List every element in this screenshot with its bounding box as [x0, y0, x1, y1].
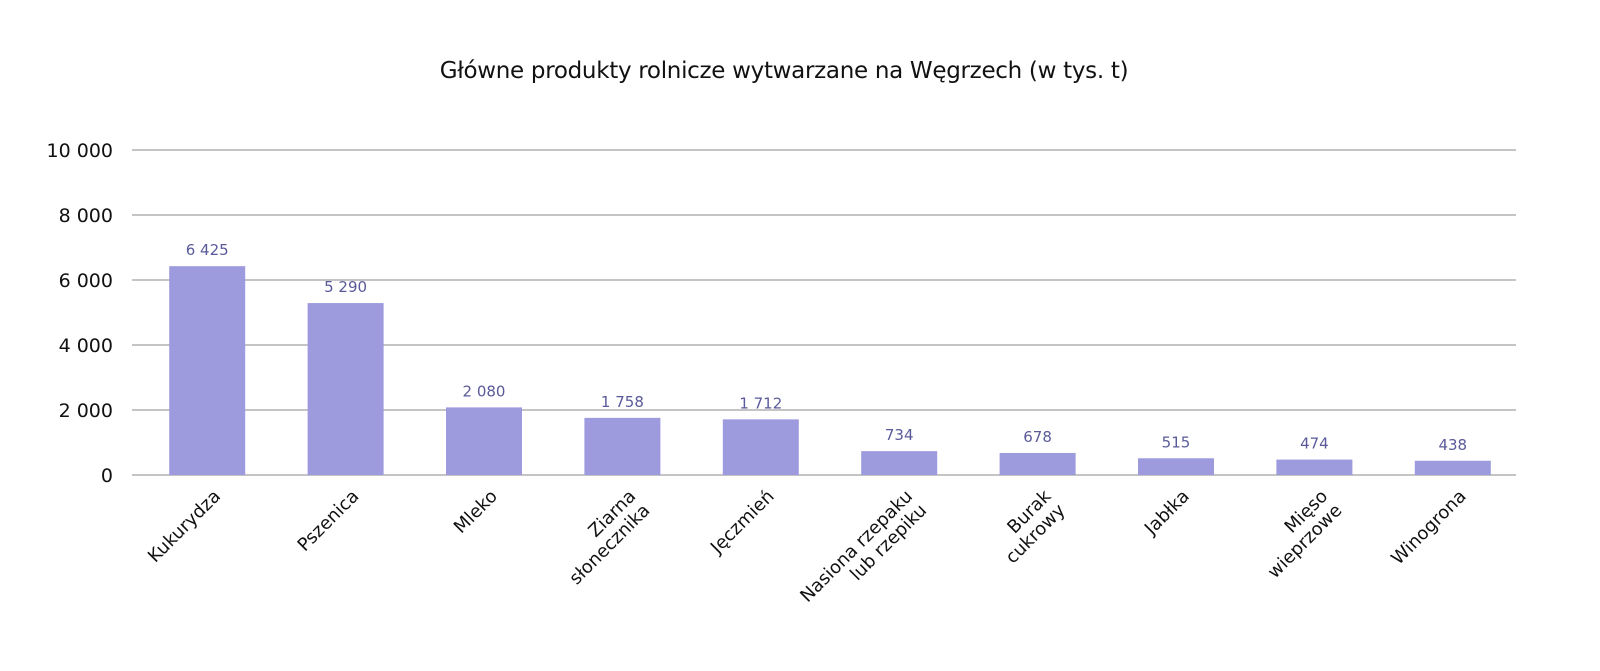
bar	[999, 452, 1076, 475]
svg-text:Kukurydza: Kukurydza	[144, 486, 225, 567]
data-label: 5 290	[324, 278, 367, 296]
y-tick-label: 8 000	[59, 205, 113, 227]
data-label: 6 425	[186, 241, 229, 259]
data-label: 1 758	[601, 393, 644, 411]
data-label: 474	[1300, 435, 1329, 453]
bar	[307, 303, 384, 475]
y-tick-label: 10 000	[47, 140, 113, 162]
x-tick-label: Jęczmień	[706, 486, 779, 559]
y-axis: 0 2 000 4 000 6 000 8 000 10 000	[47, 140, 113, 487]
chart-title: Główne produkty rolnicze wytwarzane na W…	[439, 58, 1129, 84]
x-tick-label: Kukurydza	[144, 486, 225, 567]
data-label: 734	[885, 426, 914, 444]
bar	[1276, 459, 1353, 475]
bar	[584, 417, 661, 475]
bar	[1414, 460, 1491, 475]
bar	[861, 451, 938, 475]
x-tick-label: Pszenica	[294, 486, 364, 556]
bar	[1138, 458, 1214, 475]
bar	[446, 407, 522, 475]
bars: 6 425 5 290 2 080 1 758 1 712 734 678 515 474 438	[169, 241, 1491, 475]
x-tick-label: Winogrona	[1387, 486, 1470, 569]
data-label: 515	[1162, 433, 1191, 451]
y-tick-label: 4 000	[59, 335, 113, 357]
data-label: 678	[1023, 428, 1052, 446]
x-tick-label: Mleko	[450, 486, 502, 538]
svg-text:Pszenica: Pszenica	[294, 486, 364, 556]
x-tick-label: Jabłka	[1140, 486, 1194, 540]
bar	[722, 419, 799, 475]
y-tick-label: 6 000	[59, 270, 113, 292]
data-label: 438	[1438, 436, 1467, 454]
svg-text:Jęczmień: Jęczmień	[706, 486, 779, 559]
svg-text:Winogrona: Winogrona	[1387, 486, 1470, 569]
bar	[169, 266, 246, 475]
y-tick-label: 0	[101, 465, 113, 487]
svg-text:Mleko: Mleko	[450, 486, 502, 538]
y-tick-label: 2 000	[59, 400, 113, 422]
data-label: 1 712	[739, 394, 782, 412]
svg-text:Jabłka: Jabłka	[1140, 486, 1194, 540]
data-label: 2 080	[463, 382, 506, 400]
